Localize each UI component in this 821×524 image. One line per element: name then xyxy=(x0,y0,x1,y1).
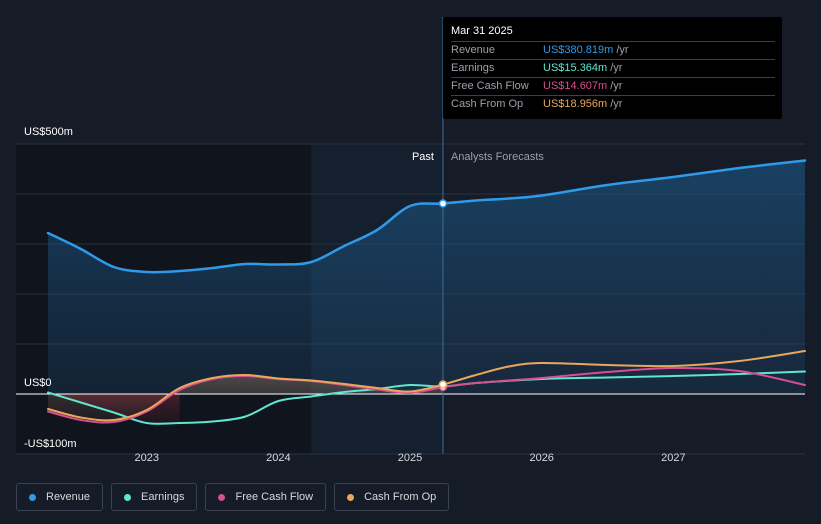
tooltip-value: US$18.956m xyxy=(543,98,608,110)
x-axis-labels: 2023 2024 2025 2026 2027 xyxy=(134,452,685,464)
y-tick-label: US$500m xyxy=(24,126,73,138)
tooltip-row-revenue: Revenue US$380.819m /yr xyxy=(451,41,775,59)
tooltip-value: US$380.819m xyxy=(543,44,614,56)
legend-label: Earnings xyxy=(141,491,185,503)
series-line-earnings xyxy=(47,370,806,425)
x-tick-label: 2027 xyxy=(661,452,685,464)
tooltip-label: Free Cash Flow xyxy=(451,80,529,92)
tooltip-unit: /yr xyxy=(616,44,629,56)
tooltip-label: Revenue xyxy=(451,44,496,56)
tooltip-unit: /yr xyxy=(610,80,623,92)
series-line-free-cash-flow xyxy=(47,366,806,424)
tooltip-label: Cash From Op xyxy=(451,98,524,110)
legend-item-free-cash-flow[interactable]: Free Cash Flow xyxy=(205,483,327,511)
tooltip-label: Earnings xyxy=(451,62,495,74)
marker-revenue xyxy=(438,199,448,208)
y-tick-label: -US$100m xyxy=(24,438,77,450)
legend-label: Revenue xyxy=(46,491,91,503)
x-tick-label: 2023 xyxy=(134,452,158,464)
past-label: Past xyxy=(412,151,434,163)
tooltip-value: US$15.364m xyxy=(543,62,608,74)
legend: Revenue Earnings Free Cash Flow Cash Fro… xyxy=(16,483,450,511)
legend-label: Free Cash Flow xyxy=(235,491,314,503)
tooltip-unit: /yr xyxy=(610,98,623,110)
legend-label: Cash From Op xyxy=(364,491,437,503)
legend-dot-icon xyxy=(347,493,355,501)
x-tick-label: 2025 xyxy=(398,452,422,464)
y-axis-labels: US$500m US$0 -US$100m xyxy=(24,126,77,450)
forecast-label: Analysts Forecasts xyxy=(451,151,544,163)
series-markers xyxy=(438,199,448,392)
tooltip-row-earnings: Earnings US$15.364m /yr xyxy=(451,59,775,77)
tooltip-value: US$14.607m xyxy=(543,80,608,92)
revenue-area xyxy=(48,160,805,394)
series-line-cash-from-op xyxy=(47,350,806,422)
tooltip-row-cash-from-op: Cash From Op US$18.956m /yr xyxy=(451,95,775,113)
legend-item-revenue[interactable]: Revenue xyxy=(16,483,104,511)
earnings-negative-area xyxy=(48,392,180,424)
legend-dot-icon xyxy=(29,493,36,501)
series-line-revenue xyxy=(46,159,807,274)
y-tick-label: US$0 xyxy=(24,377,52,389)
tooltip: Mar 31 2025 Revenue US$380.819m /yr Earn… xyxy=(443,17,782,119)
legend-item-cash-from-op[interactable]: Cash From Op xyxy=(334,483,450,511)
x-tick-label: 2024 xyxy=(266,452,290,464)
legend-item-earnings[interactable]: Earnings xyxy=(111,483,198,511)
tooltip-date: Mar 31 2025 xyxy=(451,25,513,37)
tooltip-unit: /yr xyxy=(610,62,623,74)
marker-cash-from-op xyxy=(438,380,448,389)
series-lines xyxy=(46,159,807,425)
legend-dot-icon xyxy=(124,493,132,501)
legend-dot-icon xyxy=(218,493,226,501)
tooltip-row-free-cash-flow: Free Cash Flow US$14.607m /yr xyxy=(451,77,775,95)
x-tick-label: 2026 xyxy=(529,452,553,464)
